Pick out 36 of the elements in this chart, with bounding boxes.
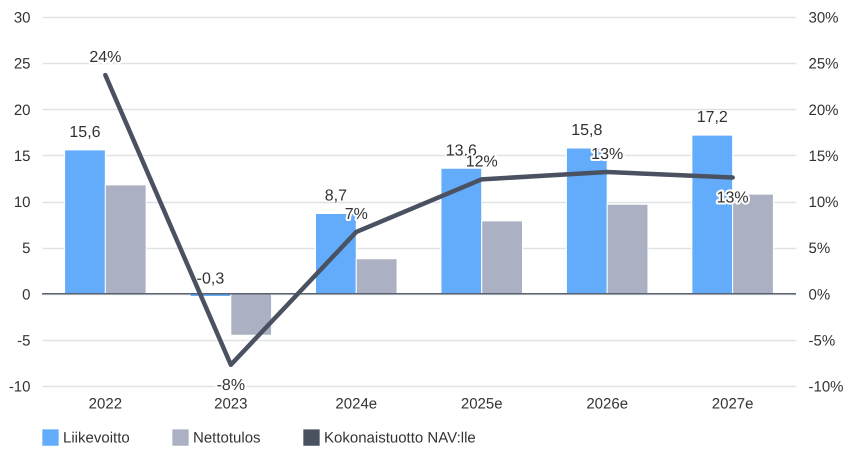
y2-tick-label: -10% (808, 378, 844, 396)
y-tick-label: 10 (14, 194, 30, 211)
y-tick-label: 15 (14, 148, 30, 165)
data-label: 17,2 (696, 109, 728, 126)
y-tick-label: -5 (17, 332, 30, 350)
x-tick-label: 2023 (214, 396, 248, 412)
y-tick-label: 30 (14, 10, 30, 26)
data-label: 15,6 (69, 124, 101, 141)
data-label: -8% (216, 376, 246, 394)
y2-tick-label: 20% (808, 102, 839, 119)
legend-label: Liikevoitto (63, 430, 130, 447)
y-tick-label: 25 (14, 56, 30, 73)
x-tick-label: 2024e (335, 396, 378, 412)
data-label: 24% (89, 49, 122, 66)
y2-tick-label: 10% (808, 194, 839, 211)
y2-tick-label: 0% (808, 286, 830, 304)
y2-tick-label: 30% (808, 10, 839, 26)
y-tick-label: 20 (14, 102, 30, 119)
data-label: 13% (716, 190, 749, 207)
x-tick-label: 2022 (88, 396, 122, 412)
legend-label: Nettotulos (193, 430, 261, 447)
data-label: 15,8 (571, 122, 602, 139)
x-tick-label: 2025e (460, 396, 503, 412)
y2-tick-label: 15% (808, 148, 839, 165)
x-tick-label: 2027e (712, 396, 754, 412)
y-tick-label: -10 (8, 378, 30, 396)
data-label: 7% (344, 206, 368, 223)
data-label: -0,3 (196, 270, 224, 288)
y-tick-label: 5 (22, 240, 30, 258)
y2-tick-label: 5% (808, 240, 830, 258)
data-label: 8,7 (324, 187, 348, 204)
y2-tick-label: -5% (808, 332, 836, 350)
legend-label: Kokonaistuotto NAV:lle (324, 430, 476, 447)
y2-tick-label: 25% (808, 56, 839, 73)
y-tick-label: 0 (22, 286, 30, 304)
x-tick-label: 2026e (586, 396, 628, 412)
